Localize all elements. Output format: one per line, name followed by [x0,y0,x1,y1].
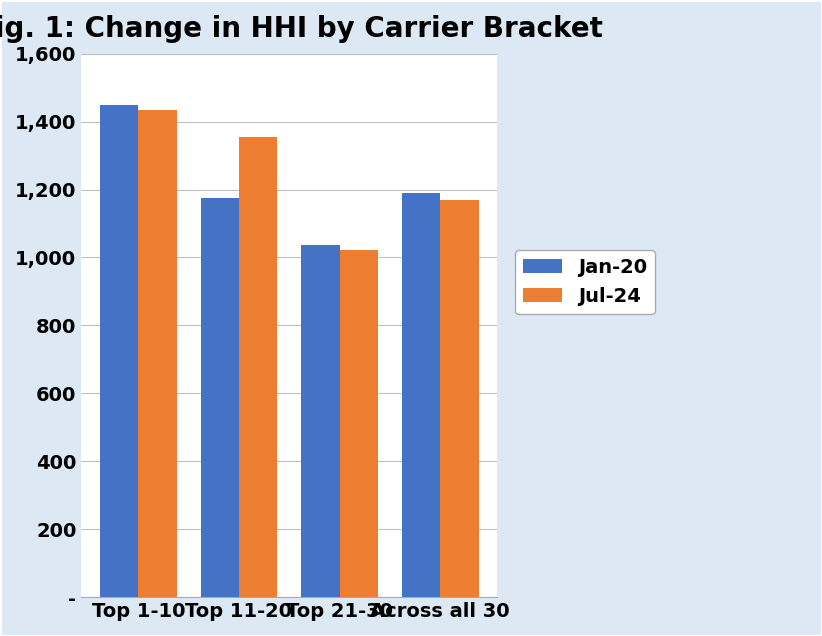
Title: Fig. 1: Change in HHI by Carrier Bracket: Fig. 1: Change in HHI by Carrier Bracket [0,15,603,43]
Bar [339,250,378,597]
Bar [100,104,138,597]
Bar [239,137,277,597]
Bar [441,200,478,597]
Bar [201,198,239,597]
Legend: Jan-20, Jul-24: Jan-20, Jul-24 [515,251,654,314]
Bar [138,110,177,597]
Bar [302,245,339,597]
Bar [402,193,441,597]
